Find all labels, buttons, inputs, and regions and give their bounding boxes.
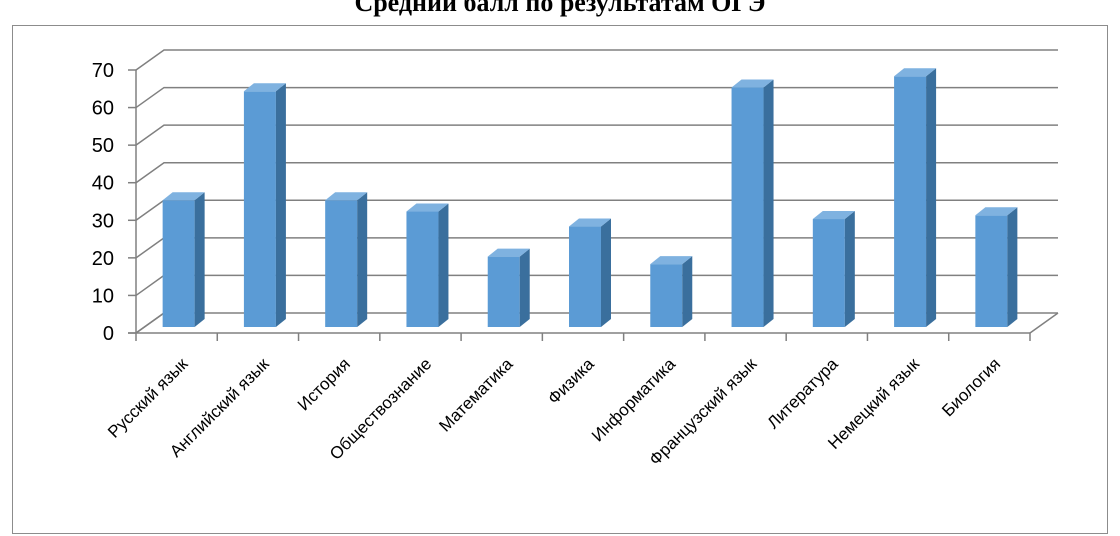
bar-layer [162, 68, 1018, 328]
y-tick-label: 0 [103, 323, 114, 345]
bar-front [569, 226, 601, 327]
bar-side [357, 192, 368, 327]
bar [569, 218, 611, 327]
bar [243, 83, 286, 327]
bar-front [812, 219, 845, 327]
y-tick-label: 30 [92, 210, 114, 232]
chart-title: Средний балл по результатам ОГЭ [354, 0, 766, 17]
bar-top [731, 79, 774, 88]
x-category-label: Информатика [588, 354, 679, 445]
y-tick-label: 50 [92, 135, 114, 157]
bar [894, 68, 937, 328]
y-tick-label: 70 [92, 60, 114, 82]
bar-front [650, 264, 683, 327]
x-category-label: Физика [544, 354, 598, 408]
bar-front [243, 91, 276, 327]
bar-side [926, 68, 937, 328]
bar-front [894, 76, 927, 328]
x-category-label: Русский язык [104, 354, 192, 442]
gridline [135, 49, 1058, 71]
bar [487, 248, 530, 327]
bar [406, 203, 449, 327]
bar-top [162, 192, 205, 201]
bar-front [731, 87, 764, 328]
x-category-label: Литература [764, 354, 842, 432]
bar-top [487, 248, 530, 257]
bar-side [601, 218, 611, 327]
bar [812, 211, 855, 327]
y-tick-label: 40 [92, 173, 114, 195]
bar-side [1007, 207, 1018, 327]
x-category-label: История [294, 354, 354, 414]
bar-side [682, 256, 693, 327]
bar-front [325, 200, 358, 327]
bar [162, 192, 205, 327]
bar-top [325, 192, 368, 201]
bar-top [812, 211, 855, 220]
bar [650, 256, 693, 327]
bar-front [162, 200, 195, 327]
floor-edge-right [1029, 312, 1059, 334]
bar-front [406, 211, 439, 327]
bar [731, 79, 774, 328]
bar-side [763, 79, 774, 328]
bar-top [894, 68, 937, 77]
bar-side [438, 203, 449, 327]
bar-front [487, 256, 520, 327]
bar-side [275, 83, 286, 327]
bar [325, 192, 368, 327]
bar [975, 207, 1018, 327]
bar-front [975, 215, 1008, 327]
bar-side [844, 211, 855, 327]
bar-top [406, 203, 449, 212]
chart-frame [12, 25, 1108, 534]
x-category-label: Биология [938, 354, 1004, 420]
y-tick-label: 10 [92, 285, 114, 307]
bar-side [519, 248, 530, 327]
bar-top [243, 83, 286, 92]
y-tick-label: 60 [92, 98, 114, 120]
bar-top [569, 218, 611, 227]
x-category-label: Математика [435, 354, 517, 436]
bar-top [650, 256, 693, 265]
y-tick-label: 20 [92, 248, 114, 270]
bar-side [194, 192, 205, 327]
bar-top [975, 207, 1018, 216]
